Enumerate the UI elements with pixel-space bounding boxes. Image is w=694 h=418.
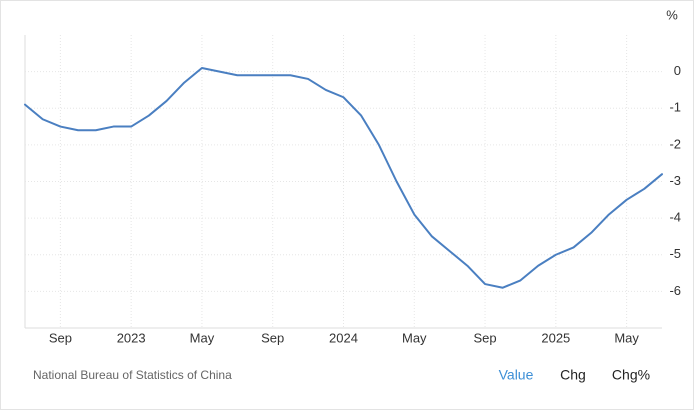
x-tick-label: May [402,330,427,345]
x-tick-label: 2023 [117,330,146,345]
y-tick-label: -5 [669,246,681,261]
x-tick-label: May [614,330,639,345]
x-tick-label: 2024 [329,330,358,345]
tab-button[interactable]: Value [499,367,534,383]
x-tick-label: 2025 [541,330,570,345]
x-tick-label: May [190,330,215,345]
y-tick-label: -2 [669,136,681,151]
tab-button[interactable]: Chg% [612,367,650,383]
y-tick-label: -4 [669,210,681,225]
y-tick-label: -3 [669,173,681,188]
unit-label: % [666,7,678,22]
tab-button[interactable]: Chg [560,367,586,383]
data-line [24,66,663,289]
y-tick-label: -1 [669,100,681,115]
source: National Bureau of Statistics of China [33,368,232,382]
x-tick-label: Sep [49,330,72,345]
x-tick-label: Sep [261,330,284,345]
y-tick-label: 0 [674,63,681,78]
x-tick-label: Sep [473,330,496,345]
y-tick-label: -6 [669,283,681,298]
